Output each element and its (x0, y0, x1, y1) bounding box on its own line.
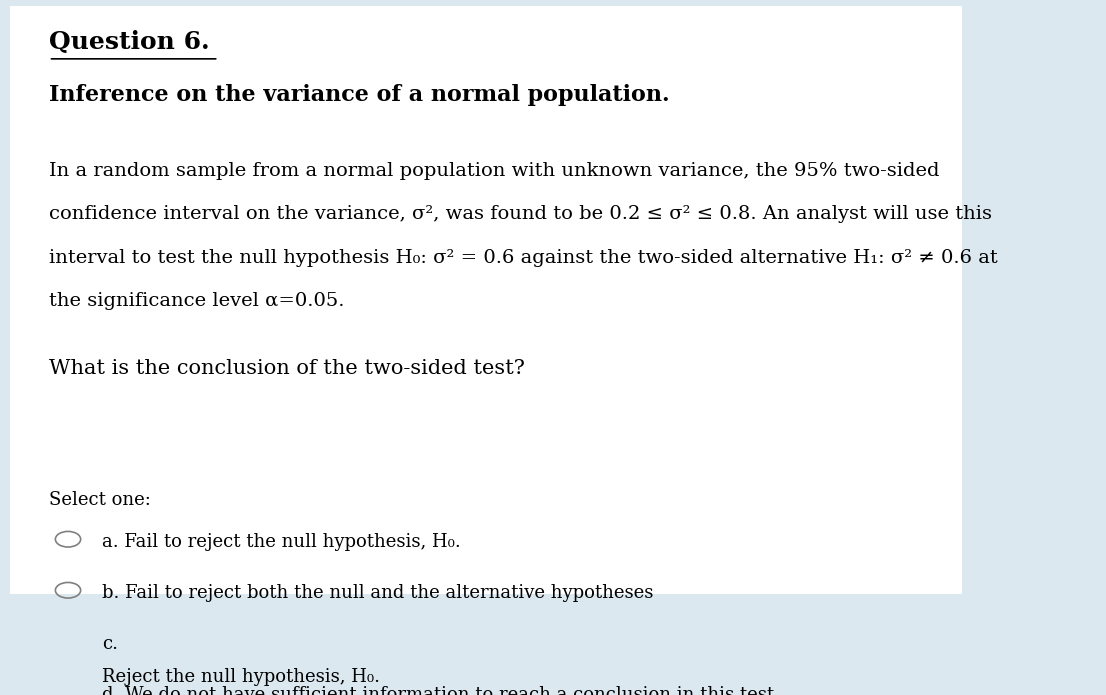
FancyBboxPatch shape (10, 6, 962, 594)
Text: Inference on the variance of a normal population.: Inference on the variance of a normal po… (49, 84, 669, 106)
Text: c.: c. (102, 635, 118, 653)
Text: a. Fail to reject the null hypothesis, H₀.: a. Fail to reject the null hypothesis, H… (102, 533, 461, 551)
Text: b. Fail to reject both the null and the alternative hypotheses: b. Fail to reject both the null and the … (102, 584, 654, 603)
Text: the significance level α=0.05.: the significance level α=0.05. (49, 292, 344, 310)
Text: Reject the null hypothesis, H₀.: Reject the null hypothesis, H₀. (102, 669, 380, 687)
Text: Question 6.: Question 6. (49, 30, 209, 54)
Text: Select one:: Select one: (49, 491, 150, 509)
Text: What is the conclusion of the two-sided test?: What is the conclusion of the two-sided … (49, 359, 524, 378)
Text: d. We do not have sufficient information to reach a conclusion in this test: d. We do not have sufficient information… (102, 687, 774, 695)
Text: Question 6.: Question 6. (49, 30, 209, 54)
Text: In a random sample from a normal population with unknown variance, the 95% two-s: In a random sample from a normal populat… (49, 162, 939, 180)
Text: confidence interval on the variance, σ², was found to be 0.2 ≤ σ² ≤ 0.8. An anal: confidence interval on the variance, σ²,… (49, 205, 992, 223)
Text: interval to test the null hypothesis H₀: σ² = 0.6 against the two-sided alternat: interval to test the null hypothesis H₀:… (49, 249, 998, 267)
